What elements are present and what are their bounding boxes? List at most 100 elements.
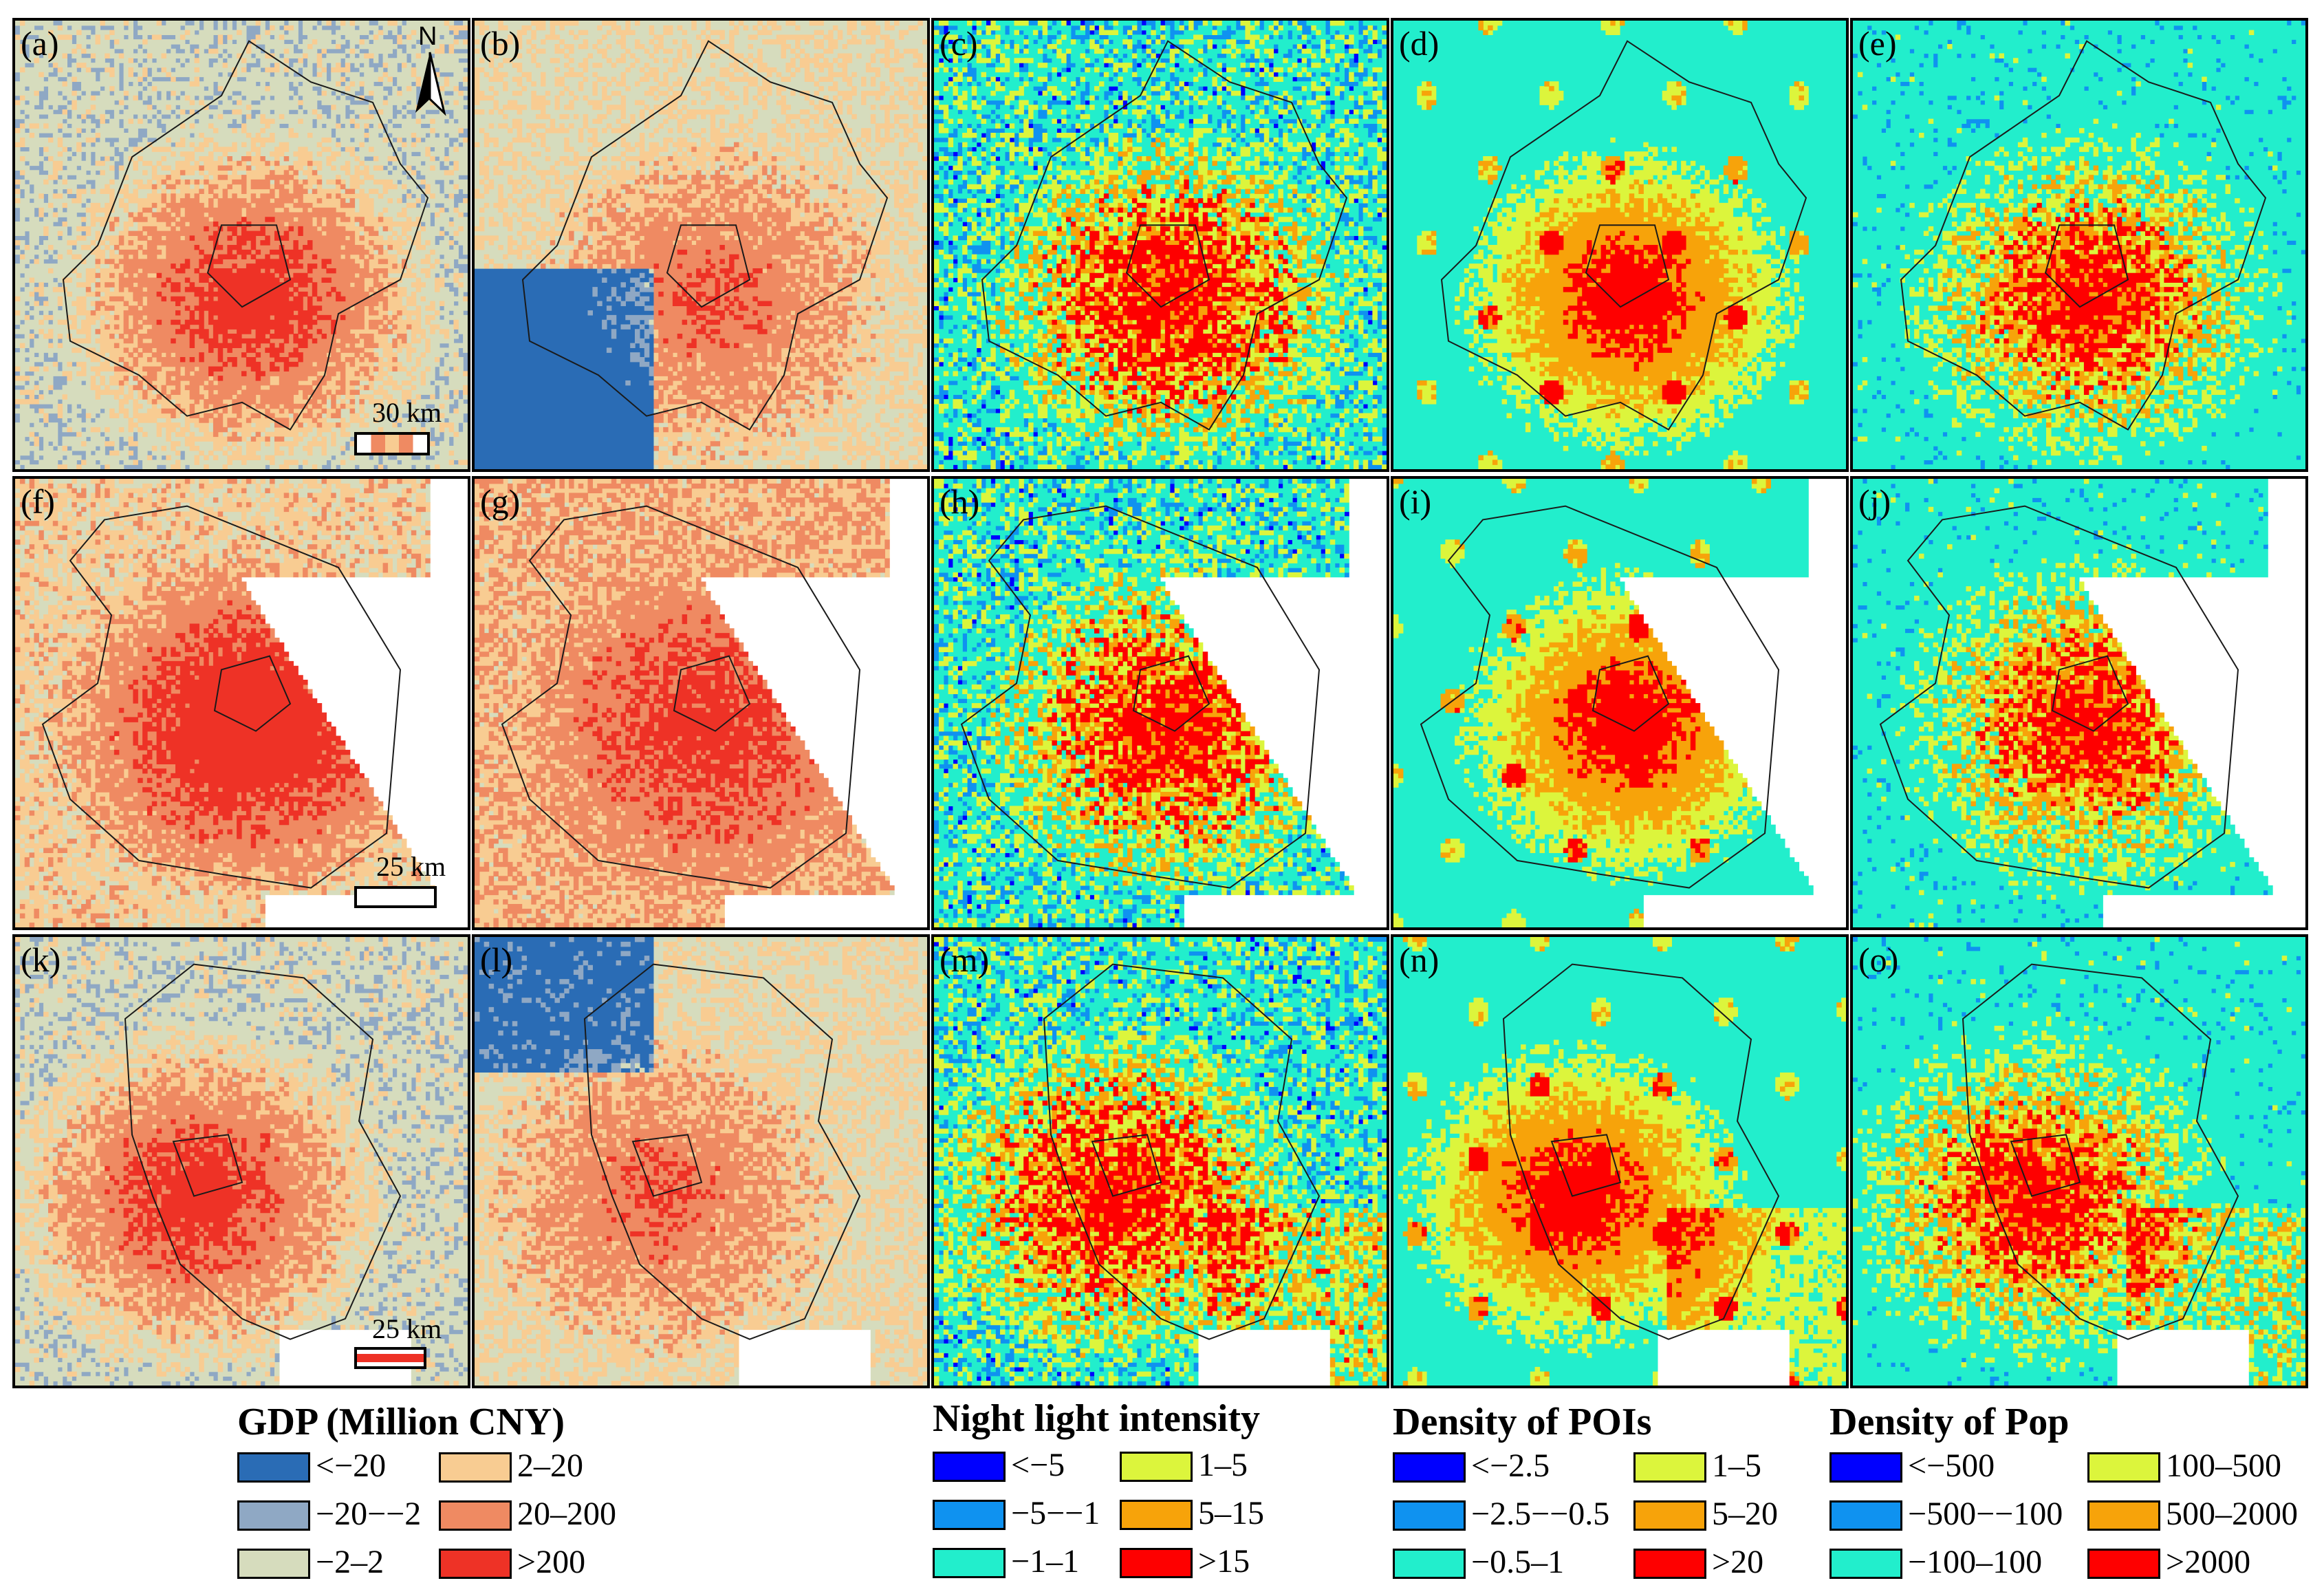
panel-label: (n) <box>1399 940 1439 980</box>
legend-label: −20−−2 <box>316 1495 421 1533</box>
legend-label: −5−−1 <box>1011 1494 1100 1532</box>
legend-swatch <box>1393 1500 1466 1531</box>
map-panel-n: (n) <box>1391 934 1849 1388</box>
legend-swatch <box>1120 1452 1193 1482</box>
map-raster <box>934 479 1387 927</box>
legend-swatch <box>439 1500 512 1531</box>
map-raster <box>934 937 1387 1386</box>
panel-label: (h) <box>940 482 979 521</box>
north-arrow: N <box>406 22 454 118</box>
legend-title: Night light intensity <box>933 1397 1260 1441</box>
scale-bar-box <box>354 432 430 455</box>
legend-title: GDP (Million CNY) <box>237 1400 565 1444</box>
scale-bar-label: 25 km <box>372 1313 442 1345</box>
legend-label: −2–2 <box>316 1543 384 1581</box>
legend-pop: Density of Pop <−500 −500−−100 −100–100 … <box>1829 1400 2318 1593</box>
legend-label: >2000 <box>2166 1543 2250 1581</box>
legend-swatch <box>1829 1500 1902 1531</box>
legend-swatch <box>1633 1452 1706 1483</box>
legend-swatch <box>2087 1549 2160 1579</box>
legend-label: <−20 <box>316 1447 386 1485</box>
map-raster <box>934 21 1387 469</box>
panel-label: (o) <box>1858 940 1898 980</box>
map-raster <box>475 479 927 927</box>
legend-swatch <box>237 1549 310 1579</box>
map-panel-d: (d) <box>1391 18 1849 472</box>
panel-label: (k) <box>21 940 61 980</box>
legend-label: 1–5 <box>1712 1447 1761 1485</box>
legend-swatch <box>439 1549 512 1579</box>
map-raster <box>1853 21 2305 469</box>
map-panel-i: (i) <box>1391 476 1849 930</box>
legend-swatch <box>439 1452 512 1483</box>
map-raster <box>1393 21 1846 469</box>
legend-swatch <box>933 1500 1006 1530</box>
legend-swatch <box>1829 1452 1902 1483</box>
legend-swatch <box>2087 1452 2160 1483</box>
panel-label: (g) <box>480 482 520 521</box>
scale-bar-row2: 25 km <box>354 850 437 912</box>
map-panel-g: (g) <box>472 476 930 930</box>
map-raster <box>475 21 927 469</box>
legend-swatch <box>933 1548 1006 1578</box>
legend-swatch <box>1393 1549 1466 1579</box>
legend-label: −2.5−−0.5 <box>1471 1495 1609 1533</box>
legend-gdp: GDP (Million CNY) <−20 −20−−2 −2–2 2–20 … <box>237 1400 664 1593</box>
legend-swatch <box>237 1452 310 1483</box>
map-raster <box>1853 479 2305 927</box>
panel-label: (b) <box>480 23 520 63</box>
legend-label: −100–100 <box>1908 1543 2042 1581</box>
legend-label: 1–5 <box>1198 1446 1248 1484</box>
map-panel-j: (j) <box>1850 476 2308 930</box>
map-raster <box>1393 937 1846 1386</box>
legend-label: 100–500 <box>2166 1447 2281 1485</box>
legend-poi: Density of POIs <−2.5 −2.5−−0.5 −0.5–1 1… <box>1393 1400 1833 1593</box>
map-panel-c: (c) <box>931 18 1389 472</box>
panel-label: (j) <box>1858 482 1891 521</box>
legend-label: >20 <box>1712 1543 1763 1581</box>
legend-night-light: Night light intensity <−5 −5−−1 −1–1 1–5… <box>933 1397 1387 1593</box>
legend-title: Density of POIs <box>1393 1400 1651 1444</box>
scale-bar-label: 25 km <box>376 850 446 883</box>
north-arrow-icon <box>406 22 454 118</box>
map-panel-b: (b) <box>472 18 930 472</box>
scale-bar-row1: 30 km <box>354 396 430 458</box>
legend-label: 5–20 <box>1712 1495 1778 1533</box>
panel-label: (a) <box>21 23 59 63</box>
legend-label: <−500 <box>1908 1447 1995 1485</box>
legend-swatch <box>1393 1452 1466 1483</box>
panel-label: (m) <box>940 940 989 980</box>
legend-swatch <box>2087 1500 2160 1531</box>
legend-label: >200 <box>517 1543 585 1581</box>
legend-label: 500–2000 <box>2166 1495 2298 1533</box>
map-panel-o: (o) <box>1850 934 2308 1388</box>
legend-label: 5–15 <box>1198 1494 1264 1532</box>
scale-bar-box <box>354 886 437 908</box>
legend-label: −0.5–1 <box>1471 1543 1564 1581</box>
legend-swatch <box>1633 1549 1706 1579</box>
panel-label: (c) <box>940 23 978 63</box>
legend-label: 20–200 <box>517 1495 616 1533</box>
map-raster <box>1393 479 1846 927</box>
legend-swatch <box>1633 1500 1706 1531</box>
legend-swatch <box>1120 1548 1193 1578</box>
legend-label: <−2.5 <box>1471 1447 1550 1485</box>
panel-label: (e) <box>1858 23 1897 63</box>
scale-bar-label: 30 km <box>372 396 442 429</box>
legend-swatch <box>933 1452 1006 1482</box>
legend-label: >15 <box>1198 1542 1250 1580</box>
legend-label: 2–20 <box>517 1447 583 1485</box>
panel-label: (i) <box>1399 482 1431 521</box>
legend-swatch <box>1120 1500 1193 1530</box>
map-raster <box>1853 937 2305 1386</box>
panel-label: (d) <box>1399 23 1439 63</box>
legend-swatch <box>1829 1549 1902 1579</box>
panel-label: (l) <box>480 940 512 980</box>
panel-label: (f) <box>21 482 55 521</box>
legend-label: −500−−100 <box>1908 1495 2063 1533</box>
scale-bar-row3: 25 km <box>354 1313 426 1375</box>
map-panel-m: (m) <box>931 934 1389 1388</box>
scale-bar-box <box>354 1347 426 1369</box>
map-panel-e: (e) <box>1850 18 2308 472</box>
map-panel-h: (h) <box>931 476 1389 930</box>
